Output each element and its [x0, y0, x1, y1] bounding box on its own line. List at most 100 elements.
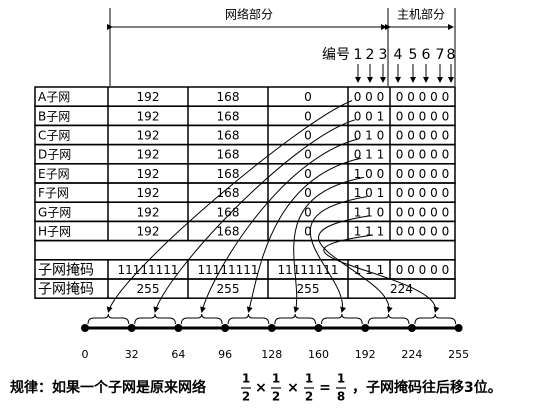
cell-text: 168 — [217, 225, 240, 239]
fraction-den: 2 — [272, 390, 280, 404]
cell-text: 168 — [217, 129, 240, 143]
number-label: 192 — [355, 348, 376, 361]
operator: × — [255, 380, 267, 396]
fraction-num: 1 — [242, 372, 250, 386]
number-label: 96 — [218, 348, 232, 361]
cell-text: 1 1 1 — [354, 263, 385, 277]
point — [174, 324, 183, 332]
cell-text: 0 0 0 0 0 — [396, 167, 449, 181]
bit-number: 8 — [447, 47, 456, 63]
brace — [274, 313, 316, 325]
cell-text: 0 1 1 — [354, 148, 385, 162]
curve-arrow — [246, 157, 362, 313]
point — [407, 324, 416, 332]
empty-row — [34, 239, 456, 261]
cell-text: 0 0 0 0 0 — [396, 129, 449, 143]
row-label: 子网掩码 — [38, 282, 94, 298]
cell-text: 0 0 0 0 0 — [396, 263, 449, 277]
number-label: 64 — [171, 348, 185, 361]
cell-text: 192 — [137, 225, 160, 239]
cell-text: 0 — [304, 167, 312, 181]
row-label: A子网 — [38, 90, 70, 104]
rule-text: 规律：如果一个子网是原来网络 — [10, 379, 206, 396]
brace — [227, 313, 270, 325]
row — [34, 143, 456, 165]
brace — [367, 313, 410, 325]
point — [221, 324, 230, 332]
number-label: 224 — [401, 348, 422, 361]
brace — [134, 313, 176, 325]
cell-text: 11111111 — [117, 263, 178, 277]
brace — [180, 313, 223, 325]
cell-text: 168 — [217, 205, 240, 219]
cell-text: 11111111 — [197, 263, 258, 277]
cell-text: 192 — [137, 129, 160, 143]
bit-number: 3 — [379, 47, 388, 63]
cell-text: 168 — [217, 167, 240, 181]
cell-text: 255 — [297, 282, 320, 296]
row — [34, 105, 456, 127]
row-label: H子网 — [38, 225, 71, 239]
cell-text: 11111111 — [277, 263, 338, 277]
curve-arrow — [309, 196, 368, 313]
rule-text: ，子网掩码往后移3位。 — [352, 379, 502, 396]
cell-text: 0 0 0 0 0 — [396, 90, 449, 104]
curve-arrow — [293, 176, 365, 313]
mask-row — [34, 278, 456, 299]
cell-text: 224 — [390, 282, 413, 296]
cell-text: 192 — [137, 205, 160, 219]
curve-arrow — [318, 215, 393, 313]
cell-text: 0 — [304, 186, 312, 200]
number-label: 0 — [82, 348, 89, 361]
number-label: 32 — [125, 348, 139, 361]
cell-text: 168 — [217, 186, 240, 200]
cell-text: 1 1 0 — [354, 205, 385, 219]
fraction-num: 1 — [305, 372, 313, 386]
bit-number: 7 — [436, 47, 445, 63]
cell-text: 192 — [137, 148, 160, 162]
point — [314, 324, 323, 332]
row-label: C子网 — [38, 129, 70, 143]
bit-number: 4 — [394, 47, 403, 63]
row-label: E子网 — [38, 167, 70, 181]
cell-text: 192 — [137, 167, 160, 181]
cell-text: 0 1 0 — [354, 129, 385, 143]
row-label: B子网 — [38, 109, 70, 123]
cell-text: 0 0 1 — [354, 109, 385, 123]
row — [34, 201, 456, 223]
point — [81, 324, 89, 332]
cell-text: 0 0 0 0 0 — [396, 225, 449, 239]
host-label: 主机部分 — [397, 7, 445, 22]
row — [34, 86, 456, 107]
number-label: 128 — [261, 348, 282, 361]
curve-arrow — [323, 234, 440, 313]
cell-text: 0 0 0 0 0 — [396, 205, 449, 219]
operator: = — [319, 380, 331, 396]
cell-text: 168 — [217, 109, 240, 123]
cell-text: 0 0 0 0 0 — [396, 186, 449, 200]
cell-text: 168 — [217, 148, 240, 162]
bit-number: 2 — [366, 47, 375, 63]
brace — [321, 313, 363, 325]
cell-text: 0 0 0 0 0 — [396, 109, 449, 123]
cell-text: 0 — [304, 129, 312, 143]
point — [454, 324, 463, 332]
point — [127, 324, 136, 332]
cell-text: 0 — [304, 109, 312, 123]
cell-text: 1 1 1 — [354, 225, 385, 239]
cell-text: 0 — [304, 225, 312, 239]
cell-text: 168 — [217, 90, 240, 104]
row — [34, 124, 456, 146]
fraction-den: 2 — [305, 390, 313, 404]
network-label: 网络部分 — [225, 7, 273, 22]
cell-text: 192 — [137, 186, 160, 200]
cell-text: 0 0 0 — [354, 90, 385, 104]
fraction-den: 2 — [242, 390, 250, 404]
cell-text: 255 — [217, 282, 240, 296]
cell-text: 0 — [304, 148, 312, 162]
point — [361, 324, 370, 332]
cell-text: 1 0 1 — [354, 186, 385, 200]
curve-arrow — [153, 119, 356, 313]
cell-text: 0 0 0 0 0 — [396, 148, 449, 162]
